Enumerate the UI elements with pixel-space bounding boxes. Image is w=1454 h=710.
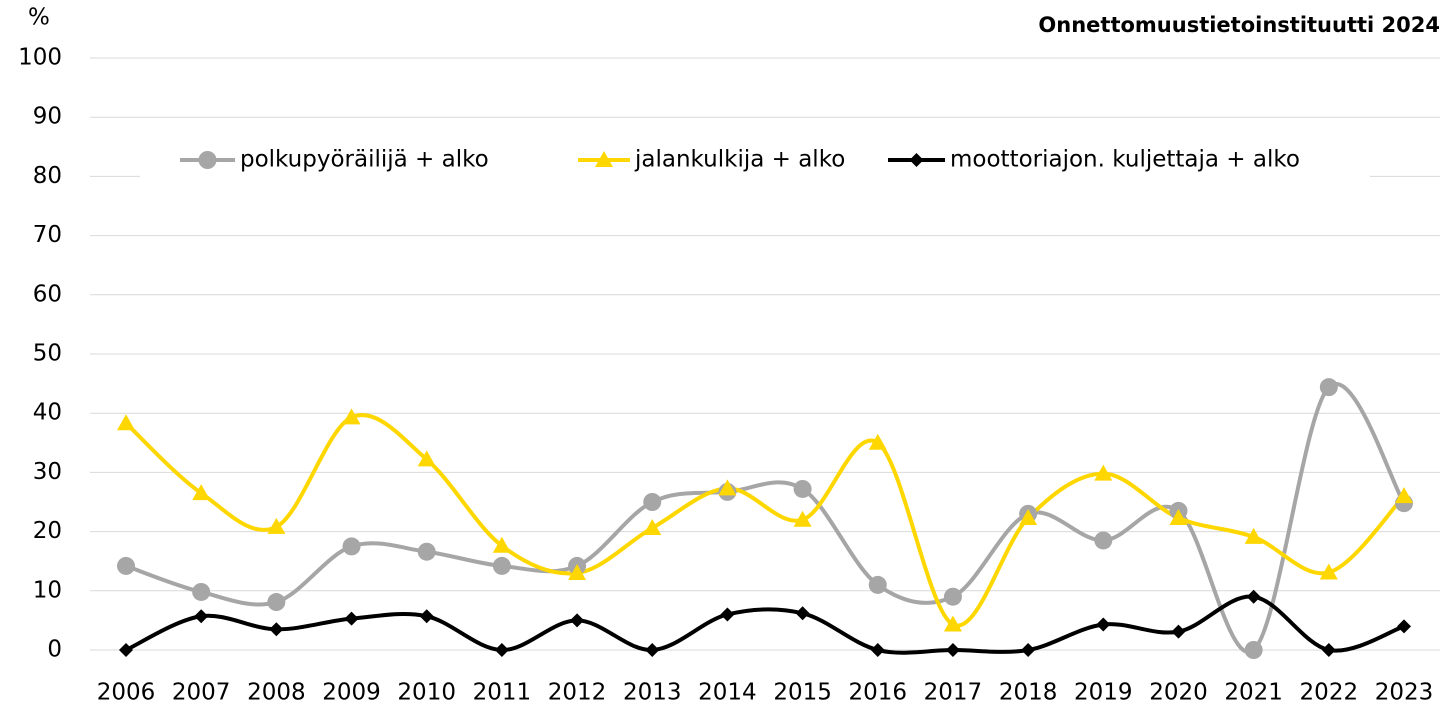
x-tick-label: 2006 xyxy=(97,680,156,706)
marker xyxy=(868,433,887,450)
marker xyxy=(344,611,359,626)
marker xyxy=(720,607,735,622)
marker xyxy=(198,151,217,169)
series-line xyxy=(124,413,1406,628)
marker xyxy=(1169,508,1188,525)
y-tick-label: 10 xyxy=(33,577,62,603)
marker xyxy=(417,450,436,467)
marker xyxy=(119,643,133,657)
x-tick-label: 2014 xyxy=(698,680,757,706)
marker xyxy=(194,609,209,624)
x-tick-label: 2013 xyxy=(623,680,682,706)
marker xyxy=(417,542,436,561)
marker xyxy=(342,408,361,425)
marker xyxy=(267,593,286,612)
marker xyxy=(1397,619,1411,634)
x-tick-label: 2018 xyxy=(999,680,1058,706)
marker xyxy=(1319,378,1338,397)
x-tick-label: 2015 xyxy=(773,680,832,706)
marker xyxy=(1244,527,1263,544)
x-tick-label: 2022 xyxy=(1300,680,1359,706)
marker xyxy=(943,615,962,632)
marker xyxy=(1094,464,1113,481)
x-tick-label: 2010 xyxy=(397,680,456,706)
x-tick-label: 2009 xyxy=(322,680,381,706)
marker xyxy=(595,151,613,167)
marker xyxy=(718,479,737,496)
marker xyxy=(267,517,286,534)
marker xyxy=(192,582,211,601)
marker xyxy=(1096,617,1111,632)
marker xyxy=(943,587,962,606)
x-tick-label: 2016 xyxy=(848,680,907,706)
y-tick-label: 50 xyxy=(33,341,62,367)
x-tick-label: 2019 xyxy=(1074,680,1133,706)
marker xyxy=(868,575,887,594)
y-tick-label: 30 xyxy=(33,459,62,485)
x-tick-label: 2020 xyxy=(1149,680,1208,706)
legend-background xyxy=(140,135,1370,185)
marker xyxy=(492,556,511,575)
marker xyxy=(643,519,662,536)
marker xyxy=(492,536,511,553)
marker xyxy=(568,564,587,581)
x-tick-label: 2011 xyxy=(473,680,532,706)
marker xyxy=(645,643,660,657)
marker xyxy=(117,414,135,431)
marker xyxy=(795,606,810,621)
marker xyxy=(1171,624,1186,639)
x-tick-label: 2023 xyxy=(1375,680,1434,706)
marker xyxy=(419,609,434,624)
marker xyxy=(192,484,211,501)
x-tick-label: 2012 xyxy=(548,680,607,706)
marker xyxy=(1246,589,1261,604)
legend-label: jalankulkija + alko xyxy=(634,147,845,173)
y-axis-label: % xyxy=(28,5,50,31)
y-tick-label: 90 xyxy=(33,104,62,130)
marker xyxy=(1094,531,1113,550)
marker xyxy=(909,153,924,167)
y-tick-label: 70 xyxy=(33,222,62,248)
y-tick-label: 40 xyxy=(33,400,62,426)
y-tick-label: 100 xyxy=(18,45,62,71)
marker xyxy=(870,643,885,657)
marker xyxy=(793,510,812,527)
marker xyxy=(643,493,662,511)
y-tick-label: 20 xyxy=(33,518,62,544)
marker xyxy=(1021,643,1036,657)
series-line xyxy=(125,594,1405,655)
marker xyxy=(1244,641,1263,659)
marker xyxy=(1395,487,1413,504)
marker xyxy=(1321,643,1336,657)
marker xyxy=(342,537,361,556)
x-tick-label: 2017 xyxy=(924,680,983,706)
y-tick-label: 0 xyxy=(47,637,62,663)
marker xyxy=(494,643,509,657)
marker xyxy=(1319,563,1338,580)
legend-label: polkupyöräilijä + alko xyxy=(240,147,489,173)
x-tick-label: 2007 xyxy=(172,680,231,706)
x-tick-label: 2021 xyxy=(1224,680,1283,706)
marker xyxy=(1019,508,1038,525)
chart-title: Onnettomuustietoinstituutti 2024 xyxy=(1038,13,1440,37)
y-tick-label: 60 xyxy=(33,281,62,307)
y-tick-label: 80 xyxy=(33,163,62,189)
legend-label: moottoriajon. kuljettaja + alko xyxy=(950,147,1300,173)
marker xyxy=(793,479,812,498)
marker xyxy=(269,622,284,637)
marker xyxy=(945,643,960,657)
marker xyxy=(570,613,585,628)
marker xyxy=(117,556,135,575)
x-tick-label: 2008 xyxy=(247,680,306,706)
